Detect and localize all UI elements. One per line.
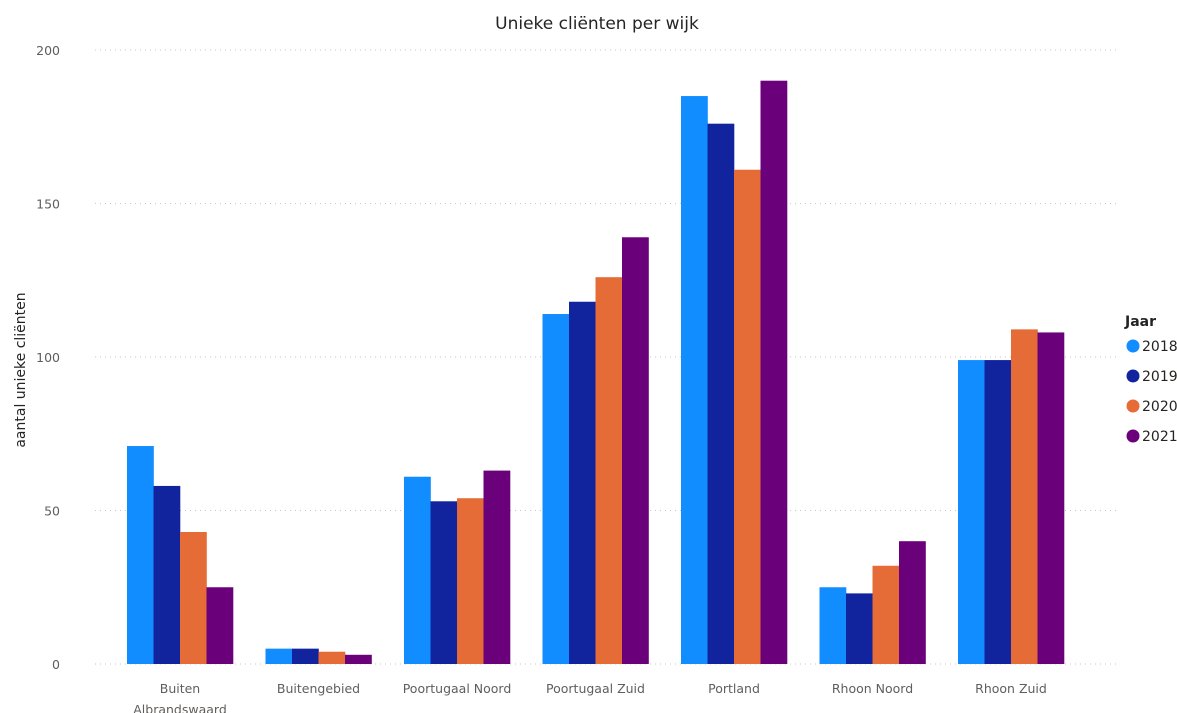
bar-2019-0[interactable]	[154, 486, 181, 664]
y-tick-label: 100	[36, 350, 60, 365]
bar-2020-4[interactable]	[734, 170, 761, 664]
bar-2021-5[interactable]	[899, 541, 926, 664]
y-tick-label: 200	[36, 43, 60, 58]
bar-2021-0[interactable]	[207, 587, 234, 664]
x-tick-label: Portland	[708, 681, 760, 696]
bar-2021-3[interactable]	[622, 237, 649, 664]
bar-2019-3[interactable]	[569, 302, 596, 664]
legend-marker-2019	[1127, 370, 1140, 383]
bar-2020-3[interactable]	[596, 277, 623, 664]
bar-2019-4[interactable]	[708, 124, 735, 664]
x-tick-label: Poortugaal Zuid	[546, 681, 645, 696]
x-tick-label: Buiten Albrandswaard	[133, 681, 227, 713]
x-tick-label: Buitengebied	[277, 681, 360, 696]
legend-label-2018[interactable]: 2018	[1142, 339, 1177, 355]
y-tick-label: 0	[52, 657, 60, 672]
x-tick-label: Poortugaal Noord	[403, 681, 512, 696]
legend-label-2021[interactable]: 2021	[1142, 429, 1177, 445]
legend-marker-2020	[1127, 400, 1140, 413]
bar-2020-5[interactable]	[873, 566, 900, 664]
legend-title: Jaar	[1124, 314, 1156, 330]
bar-2020-2[interactable]	[457, 498, 484, 664]
bar-2021-6[interactable]	[1038, 332, 1065, 664]
bar-2019-5[interactable]	[846, 593, 873, 664]
bar-2021-1[interactable]	[345, 655, 372, 664]
bar-2018-2[interactable]	[404, 477, 431, 664]
bar-2018-4[interactable]	[681, 96, 708, 664]
bar-2018-1[interactable]	[266, 649, 293, 664]
y-axis-label: aantal unieke cliënten	[13, 292, 29, 447]
x-tick-label: Rhoon Zuid	[975, 681, 1047, 696]
bar-2020-6[interactable]	[1011, 329, 1038, 664]
legend-marker-2018	[1127, 340, 1140, 353]
bar-2019-6[interactable]	[985, 360, 1012, 664]
legend-marker-2021	[1127, 430, 1140, 443]
y-tick-label: 150	[36, 197, 60, 212]
bar-2018-6[interactable]	[958, 360, 985, 664]
bar-2019-2[interactable]	[431, 501, 458, 664]
x-axis-ticks: Buiten Albrandswaard Buitengebied Poortugaa…	[133, 681, 1047, 713]
bar-2018-3[interactable]	[543, 314, 570, 664]
chart-title: Unieke cliënten per wijk	[495, 14, 699, 34]
legend-label-2019[interactable]: 2019	[1142, 369, 1177, 385]
bar-2020-1[interactable]	[319, 652, 346, 664]
legend-label-2020[interactable]: 2020	[1142, 399, 1177, 415]
legend: Jaar 2018 2019 2020 2021	[1124, 314, 1177, 445]
bars	[127, 81, 1064, 664]
bar-2019-1[interactable]	[292, 649, 319, 664]
bar-2021-2[interactable]	[484, 471, 511, 664]
bar-2021-4[interactable]	[761, 81, 788, 664]
bar-2020-0[interactable]	[180, 532, 207, 664]
bar-2018-5[interactable]	[820, 587, 847, 664]
y-tick-label: 50	[44, 504, 60, 519]
x-tick-label: Rhoon Noord	[832, 681, 913, 696]
bar-2018-0[interactable]	[127, 446, 154, 664]
y-axis-ticks: 0 50 100 150 200	[36, 43, 60, 672]
